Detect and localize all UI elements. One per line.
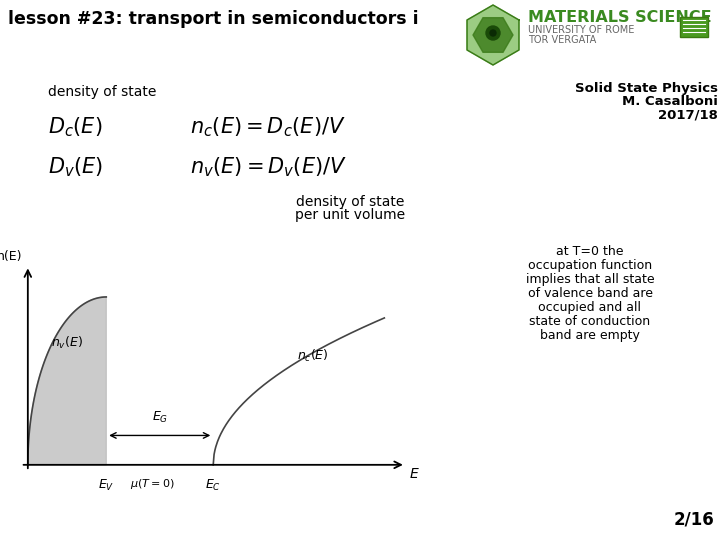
Text: MATERIALS SCIENCE: MATERIALS SCIENCE [528,10,711,25]
Text: $E_C$: $E_C$ [205,477,221,492]
Text: band are empty: band are empty [540,329,640,342]
Circle shape [486,26,500,40]
Text: state of conduction: state of conduction [529,315,651,328]
Text: 2017/18: 2017/18 [658,108,718,121]
Text: $E_G$: $E_G$ [152,410,168,425]
FancyBboxPatch shape [680,17,708,37]
Text: $E_V$: $E_V$ [98,477,114,492]
Text: $E$: $E$ [409,467,420,481]
Text: at T=0 the: at T=0 the [557,245,624,258]
Text: density of state: density of state [296,195,404,209]
Text: $D_c(E)$: $D_c(E)$ [48,115,102,139]
Text: of valence band are: of valence band are [528,287,652,300]
Circle shape [490,30,496,36]
Text: per unit volume: per unit volume [295,208,405,222]
Text: implies that all state: implies that all state [526,273,654,286]
Polygon shape [473,18,513,52]
Text: UNIVERSITY OF ROME: UNIVERSITY OF ROME [528,25,634,35]
Text: TOR VERGATA: TOR VERGATA [528,35,596,45]
Polygon shape [467,5,519,65]
Text: $n_c(E) = D_c(E)/V$: $n_c(E) = D_c(E)/V$ [190,115,346,139]
Text: 2/16: 2/16 [673,510,714,528]
Text: density of state: density of state [48,85,156,99]
Text: occupation function: occupation function [528,259,652,272]
Text: $\mu(T{=}0)$: $\mu(T{=}0)$ [130,477,175,491]
Text: Solid State Physics: Solid State Physics [575,82,718,95]
Text: $n_c(E)$: $n_c(E)$ [297,348,329,364]
Text: lesson #23: transport in semiconductors i: lesson #23: transport in semiconductors … [8,10,418,28]
Text: $n_v(E) = D_v(E)/V$: $n_v(E) = D_v(E)/V$ [190,155,347,179]
Text: occupied and all: occupied and all [539,301,642,314]
Text: $n_v(E)$: $n_v(E)$ [51,335,83,351]
Text: $D_v(E)$: $D_v(E)$ [48,155,103,179]
Text: n(E): n(E) [0,251,22,264]
Polygon shape [28,297,107,465]
Text: M. Casalboni: M. Casalboni [622,95,718,108]
